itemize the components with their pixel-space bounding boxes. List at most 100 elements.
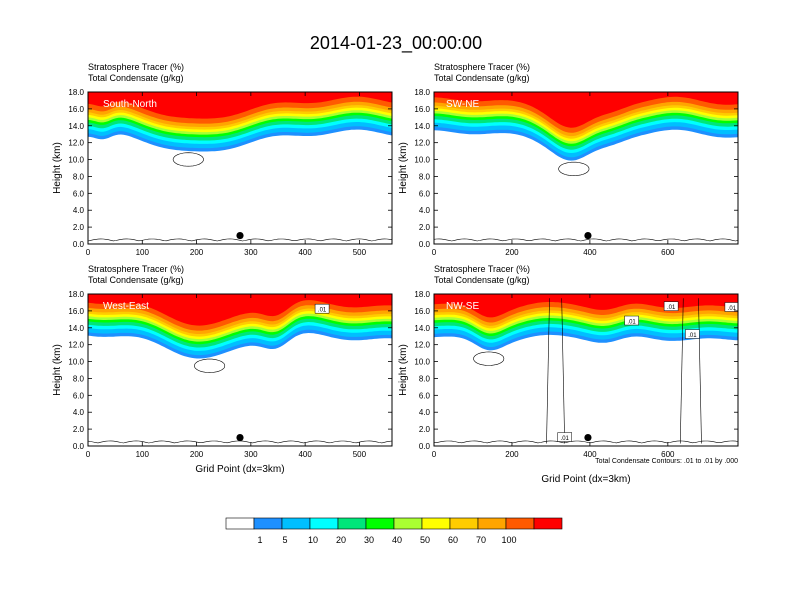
x-tick-label: 200 [190,450,204,459]
panel-subtitle-tracer: Stratosphere Tracer (%) [88,264,184,274]
colorbar-swatch [225,517,255,530]
colorbar-swatch [309,517,339,530]
location-marker [584,231,592,240]
colorbar-label: 1 [257,535,262,545]
y-tick-label: 18.0 [68,88,84,97]
location-marker [236,433,244,442]
location-marker [236,231,244,240]
contour-label: .01 [728,306,737,312]
x-tick-label: 200 [505,248,519,257]
colorbar-swatch [393,517,423,530]
x-tick-label: 100 [136,248,150,257]
colorbar-swatch [477,517,507,530]
panel-subtitle-condensate: Total Condensate (g/kg) [88,275,184,285]
panel-subtitle-tracer: Stratosphere Tracer (%) [434,264,530,274]
plot-frame [433,293,739,447]
plot-frame [87,91,393,245]
x-tick-label: 500 [353,248,367,257]
condensate-contour [698,298,702,444]
colorbar-swatch [505,517,535,530]
y-axis: 0.0 2.0 4.0 6.0 8.0 10.0 12.0 14.0 16.0 18.0 [414,290,738,451]
y-tick-label: 16.0 [68,105,84,114]
x-tick-label: 300 [244,248,258,257]
x-tick-label: 600 [661,450,675,459]
colorbar-label: 30 [364,535,374,545]
colorbar-label: 10 [308,535,318,545]
y-tick-label: 18.0 [414,88,430,97]
panel-subtitle-condensate: Total Condensate (g/kg) [434,275,530,285]
colorbar-label: 20 [336,535,346,545]
y-tick-label: 14.0 [414,324,430,333]
colorbar-swatch [253,517,283,530]
y-tick-label: 6.0 [419,391,431,400]
y-tick-label: 4.0 [73,408,85,417]
colorbar-swatch [365,517,395,530]
condensate-contour [88,238,392,242]
x-tick-label: 200 [190,248,204,257]
y-tick-label: 12.0 [68,341,84,350]
panel-label: SW-NE [446,99,479,110]
y-tick-label: 4.0 [419,408,431,417]
y-tick-label: 16.0 [414,307,430,316]
colorbar-label: 70 [476,535,486,545]
plot-area: .01 [88,294,392,444]
contour-footnote: Total Condensate Contours: .01 to .01 by… [595,458,738,465]
colorbar-label: 5 [282,535,287,545]
y-tick-label: 8.0 [419,374,431,383]
y-tick-label: 8.0 [419,172,431,181]
x-tick-label: 400 [298,248,312,257]
contour-label: .01 [318,308,327,314]
colorbar-label: 50 [420,535,430,545]
contour-label-box [624,315,639,326]
y-tick-label: 10.0 [68,358,84,367]
condensate-contour [194,358,226,373]
x-tick-label: 400 [298,450,312,459]
x-axis: 0 200 400 600 [432,294,675,459]
colorbar-label: 60 [448,535,458,545]
panel-south-north: Stratosphere Tracer (%) Total Condensate… [52,62,393,257]
y-tick-label: 10.0 [414,156,430,165]
y-axis-label: Height (km) [52,142,63,194]
plot-area: .01 .01 .01 .01 .01 [434,294,738,444]
x-axis-label: Grid Point (dx=3km) [541,474,630,485]
colorbar: 1 5 10 20 30 40 50 60 70 100 [225,517,563,545]
y-tick-label: 10.0 [68,156,84,165]
colorbar-swatch [281,517,311,530]
y-tick-label: 18.0 [414,290,430,299]
colorbar-label: 40 [392,535,402,545]
condensate-contour [473,351,505,366]
y-axis: 0.0 2.0 4.0 6.0 8.0 10.0 12.0 14.0 16.0 18.0 [68,88,392,249]
y-tick-label: 12.0 [414,341,430,350]
y-tick-label: 10.0 [414,358,430,367]
panel-subtitle-condensate: Total Condensate (g/kg) [434,73,530,83]
x-tick-label: 0 [432,450,437,459]
x-tick-label: 0 [86,450,91,459]
y-axis-label: Height (km) [398,344,409,396]
x-tick-label: 500 [353,450,367,459]
y-tick-label: 16.0 [68,307,84,316]
y-axis-label: Height (km) [398,142,409,194]
panel-west-east: Stratosphere Tracer (%) Total Condensate… [52,264,393,475]
panel-label: NW-SE [446,301,479,312]
tracer-band [88,294,392,326]
tracer-band [88,92,392,119]
x-axis: 0 200 400 600 [432,92,675,257]
x-axis: 0 100 200 300 400 500 [86,92,367,257]
y-tick-label: 4.0 [419,206,431,215]
contour-label: .01 [667,305,676,311]
x-tick-label: 200 [505,450,519,459]
colorbar-swatch [421,517,451,530]
condensate-contour [434,440,738,444]
x-tick-label: 100 [136,450,150,459]
condensate-contour [679,298,684,444]
x-axis-label: Grid Point (dx=3km) [195,464,284,475]
x-tick-label: 0 [432,248,437,257]
panel-label: South-North [103,99,157,110]
y-axis: 0.0 2.0 4.0 6.0 8.0 10.0 12.0 14.0 16.0 18.0 [414,88,738,249]
colorbar-swatch [533,517,563,530]
plot-frame [433,91,739,245]
y-tick-label: 0.0 [419,240,431,249]
colorbar-label: 100 [501,535,516,545]
y-tick-label: 2.0 [73,223,85,232]
